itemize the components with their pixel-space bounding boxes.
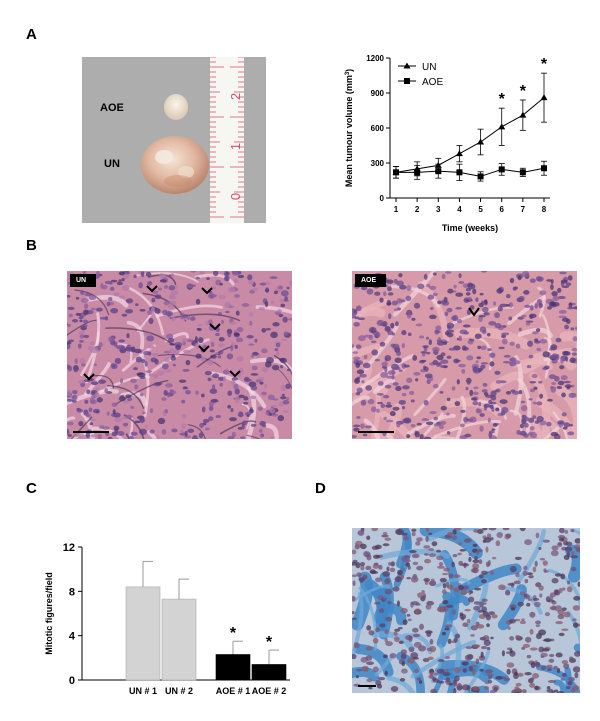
panel-letter-c: C: [26, 480, 37, 497]
y-tick-label: 1200: [366, 54, 384, 63]
x-tick-label: 8: [542, 205, 547, 214]
mitosis-arrow: [146, 285, 158, 293]
data-point-aoe: [498, 166, 505, 173]
x-tick-label: 1: [394, 205, 399, 214]
data-point-aoe: [541, 165, 547, 172]
data-point-aoe: [393, 169, 399, 176]
scale-bar: [358, 685, 376, 687]
y-tick-label: 12: [63, 542, 75, 554]
significance-marker: *: [520, 83, 527, 100]
mitosis-arrow: [201, 287, 213, 295]
y-tick-label: 0: [380, 194, 385, 203]
series-line-aoe: [396, 167, 545, 177]
category-label: UN # 2: [165, 686, 193, 696]
legend-marker: [404, 78, 410, 84]
histology-un: UN: [67, 271, 292, 439]
significance-marker: *: [499, 91, 506, 108]
un-tumour: [141, 136, 209, 194]
data-point-aoe: [456, 169, 463, 176]
x-tick-label: 3: [436, 205, 441, 214]
scale-bar: [358, 431, 394, 433]
significance-marker: *: [230, 625, 237, 642]
histology-tag-un: UN: [70, 274, 97, 287]
y-tick-label: 8: [69, 586, 75, 598]
tumour-volume-chart: 0 300 600 900 1200 1 2 3 4 5 6 7 8 Time (weeks) Mean t…: [344, 54, 550, 233]
bar-aoe1: [215, 654, 251, 681]
panel-letter-b: B: [26, 237, 37, 254]
bar-un2: [161, 598, 197, 681]
data-point-aoe: [414, 169, 421, 176]
data-point-aoe: [519, 169, 526, 176]
scale-bar: [73, 431, 109, 433]
category-label: AOE # 2: [252, 686, 287, 696]
bar-un1: [125, 586, 161, 681]
mitosis-arrow: [209, 323, 221, 331]
data-point-aoe: [435, 168, 442, 175]
x-axis-label: Time (weeks): [442, 223, 498, 233]
ruler: [210, 57, 244, 223]
data-point-un: [540, 94, 548, 101]
significance-marker: *: [541, 56, 548, 73]
x-tick-label: 7: [521, 205, 526, 214]
ruler-number-2: 2: [228, 92, 244, 101]
mitosis-arrow: [468, 307, 480, 317]
category-label: UN # 1: [129, 686, 157, 696]
histology-tag-aoe: AOE: [355, 274, 387, 287]
legend-label-aoe: AOE: [422, 77, 443, 88]
y-axis-label: Mean tumour volume (mm3): [344, 69, 354, 187]
data-point-un: [477, 138, 485, 145]
x-tick-label: 4: [457, 205, 462, 214]
histology-aoe: AOE: [352, 271, 577, 439]
stained-section-image: [352, 528, 580, 693]
legend-label-un: UN: [422, 62, 436, 73]
panel-letter-a: A: [26, 26, 37, 43]
x-tick-label: 5: [478, 205, 483, 214]
panel-letter-d: D: [315, 480, 326, 497]
bar-aoe2: [251, 664, 287, 681]
data-point-un: [519, 111, 527, 118]
y-tick-label: 600: [371, 124, 385, 133]
histology-aoe-graphic: [352, 271, 577, 439]
y-tick-label: 4: [69, 631, 76, 643]
y-axis-label: Mitotic figures/field: [44, 572, 54, 655]
tumour-photo: AOE UN 0 1 2: [82, 57, 266, 223]
data-point-un: [455, 150, 463, 157]
mitotic-figures-chart: 0 4 8 12 Mitotic figures/field UN # 1 UN # 2 AO…: [44, 542, 290, 696]
tumour-photo-graphic: [82, 57, 266, 223]
y-tick-label: 900: [371, 89, 385, 98]
ruler-number-0: 0: [228, 192, 244, 201]
data-point-un: [498, 123, 506, 130]
photo-label-un: UN: [104, 158, 120, 170]
series-line-un: [395, 97, 545, 173]
y-tick-label: 300: [371, 159, 385, 168]
aoe-tumour: [164, 94, 188, 120]
mitosis-arrow: [198, 345, 210, 353]
x-tick-label: 6: [499, 205, 504, 214]
mitosis-arrow: [229, 370, 241, 378]
significance-marker: *: [266, 634, 273, 651]
stained-section-graphic: [352, 528, 580, 693]
legend-marker: [403, 62, 411, 69]
y-tick-label: 0: [69, 675, 75, 687]
ruler-number-1: 1: [228, 142, 244, 151]
photo-label-aoe: AOE: [100, 102, 124, 114]
histology-un-graphic: [67, 271, 292, 439]
x-tick-label: 2: [415, 205, 420, 214]
mitosis-arrow: [83, 373, 95, 381]
category-label: AOE # 1: [216, 686, 251, 696]
data-point-aoe: [477, 173, 484, 180]
